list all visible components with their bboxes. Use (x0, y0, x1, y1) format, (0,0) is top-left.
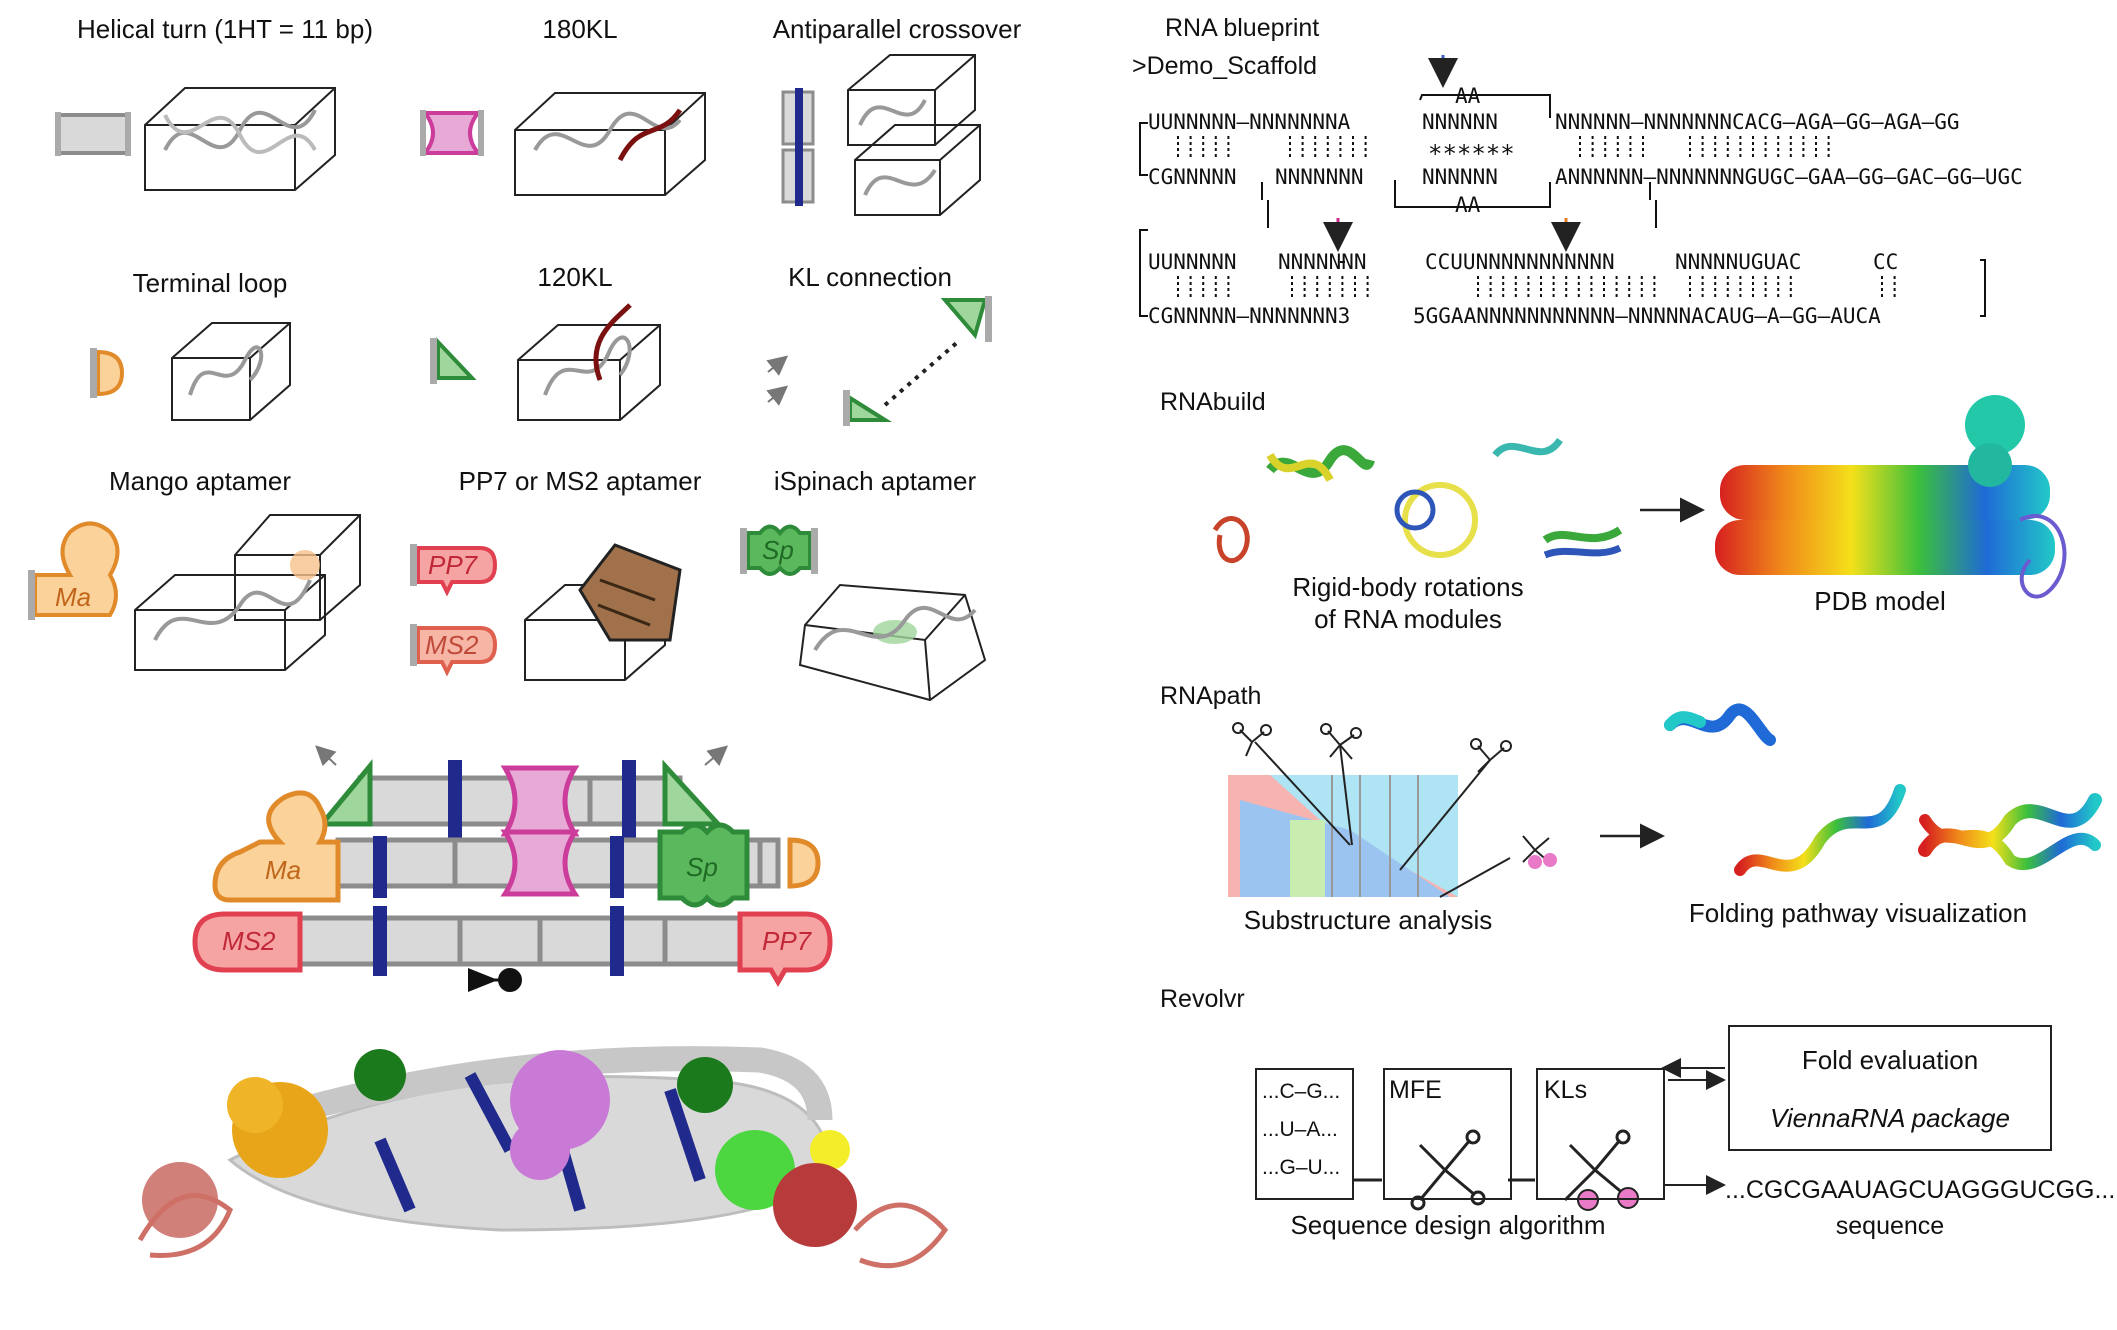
blueprint-row3c: CCUUNNNNNNNNNNN (1425, 250, 1615, 274)
rnabuild-pdb-model (1715, 395, 2067, 599)
rnapath-folding-structures (1664, 703, 2102, 876)
blueprint-row4: CGNNNNN—NNNNNNN3 (1148, 304, 1351, 328)
blueprint-title: RNA blueprint (1165, 14, 1320, 42)
blueprint-row2b: NNNNNNN (1275, 165, 1364, 189)
mfe-box: MFE (1383, 1068, 1512, 1200)
rnabuild-title: RNAbuild (1160, 388, 1266, 416)
label-180kl: 180KL (542, 14, 618, 44)
blueprint-row3e: CC (1873, 250, 1899, 274)
blueprint-row4b: 5GGAANNNNNNNNNNN—NNNNNACAUG—A—GG—AUCA (1413, 304, 1881, 328)
schematic-ma-label: Ma (265, 855, 302, 885)
mango-aptamer-icon (28, 521, 120, 620)
rnabuild-modules (1212, 437, 1623, 564)
kl-pink-node-1 (1577, 1189, 1599, 1211)
label-kl-connection: KL connection (788, 262, 952, 292)
seq-line-2: ...U–A... (1262, 1118, 1338, 1141)
blueprint-row1b: NNNNNN (1422, 110, 1498, 134)
ms2-tag-icon (410, 624, 498, 677)
blueprint-pair-ticks (1177, 136, 1896, 300)
ispinach-box-icon (798, 583, 987, 702)
helical-turn-box-icon (144, 87, 336, 191)
kl180-box-icon (514, 92, 706, 196)
blueprint-row2d: ANNNNNN—NNNNNNNGUGC—GAA—GG—GAC—GG—UGC (1555, 165, 2023, 189)
blueprint-scaffold-name: >Demo_Scaffold (1132, 52, 1318, 80)
tag-sp-icon-label: Sp (762, 535, 794, 565)
rnapath-folding-caption: Folding pathway visualization (1688, 898, 2028, 928)
kls-box: KLs (1536, 1068, 1665, 1200)
ispinach-tag-icon (740, 524, 818, 576)
blueprint-row2c: NNNNNN (1422, 165, 1498, 189)
output-sequence-label: sequence (1835, 1212, 1945, 1240)
seq-line-1: ...C–G... (1262, 1080, 1341, 1103)
blueprint-connections (1139, 94, 1986, 317)
kl120-icon (430, 336, 477, 384)
tag-pp7-icon-label: PP7 (428, 550, 478, 580)
terminal-loop-box-icon (171, 322, 291, 421)
revolvr-arrows (1661, 1058, 1726, 1195)
fold-evaluation-label: Fold evaluation (1801, 1045, 1979, 1075)
seq-line-3: ...G–U... (1262, 1156, 1341, 1179)
blueprint-pair-stars: ****** (1428, 140, 1515, 168)
rnabuild-pdb-caption: PDB model (1814, 586, 1946, 616)
mango-box-icon (134, 514, 361, 671)
rnapath-substructure-caption: Substructure analysis (1243, 905, 1493, 935)
kl120-box-icon (517, 303, 661, 421)
viennarna-label: ViennaRNA package (1770, 1103, 2010, 1133)
rnabuild-caption-line2: of RNA modules (1314, 604, 1502, 634)
sequence-pairs-box: ...C–G... ...U–A... ...G–U... (1255, 1068, 1354, 1200)
blueprint-aa-top: AA (1455, 84, 1481, 108)
blueprint-row3d: NNNNNUGUAC (1675, 250, 1802, 274)
blueprint-row2: CGNNNNN (1148, 165, 1237, 189)
rnapath-title: RNApath (1160, 682, 1262, 710)
blueprint-arrows (1323, 55, 1581, 252)
label-pp7-ms2-aptamer: PP7 or MS2 aptamer (458, 466, 702, 496)
revolvr-title: Revolvr (1160, 985, 1245, 1013)
blueprint-aa-bottom: AA (1455, 193, 1481, 217)
kl-connection-icon (766, 296, 992, 426)
schematic-sp-label: Sp (686, 852, 718, 882)
tag-ms2-icon-label: MS2 (425, 630, 479, 660)
rnabuild-caption-line1: Rigid-body rotations (1292, 572, 1524, 602)
helical-turn-block-icon (55, 112, 131, 156)
blueprint-row1: UUNNNNN—NNNNNNNA (1148, 110, 1351, 134)
blueprint-row1c: NNNNNN—NNNNNNNCACG—AGA—GG—AGA—GG (1555, 110, 1960, 134)
mfe-label: MFE (1389, 1076, 1442, 1104)
blueprint-row3b: NNNNNNN (1278, 250, 1367, 274)
tag-ma-icon-label: Ma (55, 582, 92, 612)
antiparallel-block-icon (781, 88, 815, 206)
rnapath-substructure-chart (1228, 722, 1557, 898)
schematic-ms2-label: MS2 (222, 926, 276, 956)
pp7-ms2-box-icon (524, 543, 682, 681)
assembled-scaffold-schematic (192, 745, 833, 992)
label-antiparallel-crossover: Antiparallel crossover (772, 14, 1022, 44)
antiparallel-box-icon (847, 54, 981, 216)
fold-evaluation-box: Fold evaluation ViennaRNA package (1728, 1025, 2052, 1151)
scaffold-3d-model (137, 1046, 949, 1269)
schematic-pp7-label: PP7 (762, 926, 812, 956)
terminal-loop-icon (90, 348, 125, 398)
label-120kl: 120KL (537, 262, 613, 292)
label-helical-turn: Helical turn (1HT = 11 bp) (76, 14, 374, 44)
kl180-icon (420, 110, 484, 156)
label-mango-aptamer: Mango aptamer (108, 466, 292, 496)
kls-label: KLs (1544, 1076, 1588, 1104)
sequence-design-caption: Sequence design algorithm (1290, 1210, 1606, 1240)
label-ispinach-aptamer: iSpinach aptamer (773, 466, 977, 496)
output-sequence: ...CGCGAAUAGCUAGGGUCGG... (1725, 1176, 2116, 1204)
label-terminal-loop: Terminal loop (132, 268, 288, 298)
pp7-tag-icon (410, 544, 498, 597)
blueprint-row3: UUNNNNN (1148, 250, 1237, 274)
